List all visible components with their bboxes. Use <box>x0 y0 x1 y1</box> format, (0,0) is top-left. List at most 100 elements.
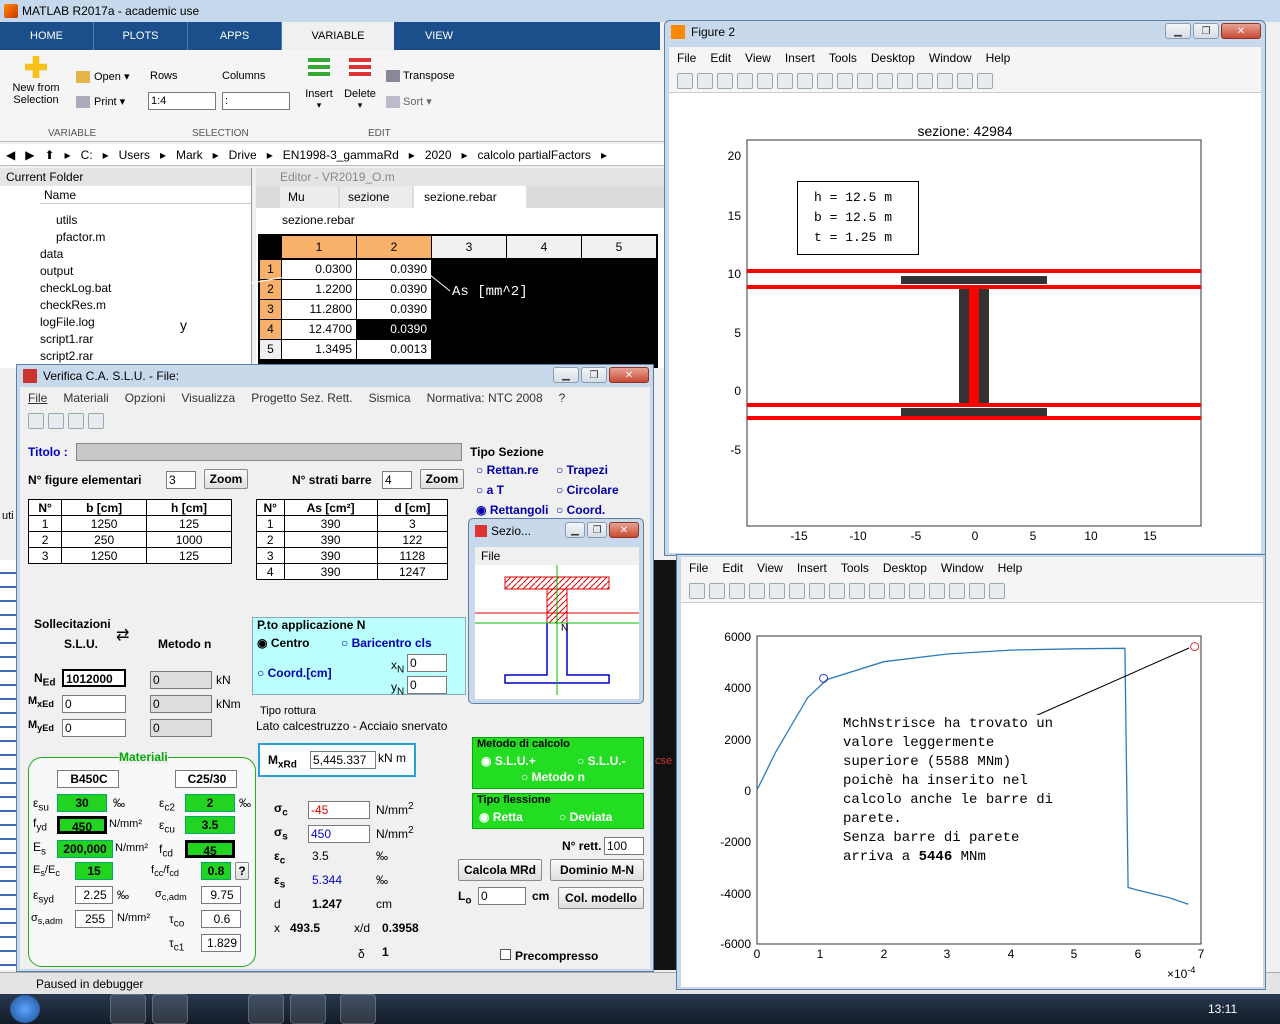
zoom-in-icon[interactable] <box>789 582 805 599</box>
file-checklog[interactable]: checkLog.bat <box>40 281 112 295</box>
tab-apps[interactable]: APPS <box>188 22 282 50</box>
save-icon[interactable] <box>729 582 745 599</box>
new-icon[interactable] <box>28 413 44 429</box>
link-icon[interactable] <box>909 582 925 599</box>
fcd-input[interactable]: 45 <box>185 840 235 858</box>
grid-cell[interactable]: 0.0300 <box>282 260 356 279</box>
calcola-mrd-button[interactable]: Calcola MRd <box>458 859 542 881</box>
path-drive[interactable]: Drive <box>228 147 257 162</box>
file-script1[interactable]: script1.rar <box>40 332 94 346</box>
menu-progetto[interactable]: Progetto Sez. Rett. <box>251 391 353 405</box>
eses-input[interactable]: 15 <box>75 862 113 880</box>
menu-file[interactable]: File <box>28 391 48 405</box>
up-folder-icon[interactable]: ⬆ <box>44 147 55 162</box>
bars-table[interactable]: N° As [cm²] d [cm] 1 390 3 2 390 122 3 390 1128 … <box>256 499 449 580</box>
data-cursor-icon[interactable] <box>869 582 885 599</box>
rotate-icon[interactable] <box>837 72 853 89</box>
brush-icon[interactable] <box>889 582 905 599</box>
forward-icon[interactable]: ▶ <box>25 147 35 162</box>
menu-help[interactable]: Help <box>997 561 1023 575</box>
xn-input[interactable]: 0 <box>407 654 447 672</box>
menu-insert[interactable]: Insert <box>796 561 827 575</box>
grid-cell[interactable]: 0.0390 <box>357 300 431 319</box>
brush-icon[interactable] <box>877 72 893 89</box>
insert-button[interactable]: Insert ▾ <box>302 58 336 111</box>
menu-file[interactable]: File <box>689 561 709 575</box>
radio-rettan[interactable]: ○ Rettan.re <box>476 463 539 477</box>
maximize-button[interactable]: ❐ <box>587 522 607 538</box>
radio-deviata[interactable]: ○ Deviata <box>559 810 613 824</box>
tab-variable[interactable]: VARIABLE <box>282 22 394 50</box>
col-modello-button[interactable]: Col. modello <box>558 887 644 909</box>
menu-view[interactable]: View <box>757 561 783 575</box>
sezio-menu-file[interactable]: File <box>475 547 639 565</box>
fyd-input[interactable]: 450 <box>57 816 107 834</box>
esu-input[interactable]: 30 <box>57 794 107 812</box>
path-2020[interactable]: 2020 <box>424 147 452 162</box>
grid-cell[interactable]: 0.0390 <box>357 280 431 299</box>
steel-class[interactable]: B450C <box>57 770 119 788</box>
file-script2[interactable]: script2.rar <box>40 349 94 363</box>
menu-visualizza[interactable]: Visualizza <box>181 391 236 405</box>
tab-home[interactable]: HOME <box>0 22 94 50</box>
grid-cell[interactable]: 0.0013 <box>357 340 431 359</box>
start-button[interactable] <box>10 995 40 1023</box>
menu-help[interactable]: Help <box>985 51 1011 65</box>
open-file-icon[interactable] <box>697 72 713 89</box>
dock-icon[interactable] <box>989 582 1005 599</box>
zoom-button-1[interactable]: Zoom <box>204 469 248 489</box>
editor-tab-mu[interactable]: Mu <box>280 186 338 208</box>
new-figure-icon[interactable] <box>677 72 693 89</box>
path-calcolo[interactable]: calcolo partialFactors <box>477 147 591 162</box>
taskbar-matlab[interactable] <box>290 994 326 1024</box>
grid-col-2[interactable]: 2 <box>357 236 431 258</box>
data-cursor-icon[interactable] <box>857 72 873 89</box>
folder-data[interactable]: data <box>40 247 64 261</box>
file-logfile[interactable]: logFile.log <box>40 315 95 329</box>
pointer-icon[interactable] <box>757 72 773 89</box>
taskbar-window[interactable] <box>340 994 376 1024</box>
maximize-button[interactable]: ❐ <box>1193 23 1219 39</box>
taskbar-notes[interactable] <box>248 994 284 1024</box>
hide-tools-icon[interactable] <box>957 72 973 89</box>
link-icon[interactable] <box>897 72 913 89</box>
grid-col-3[interactable]: 3 <box>432 236 506 258</box>
radio-metodo-n[interactable]: ○ Metodo n <box>521 770 585 784</box>
n-metodo-input[interactable]: 0 <box>150 671 212 689</box>
menu-desktop[interactable]: Desktop <box>882 561 927 575</box>
radio-centro[interactable]: ◉ Centro <box>257 636 310 650</box>
mxed-input[interactable]: 0 <box>62 695 126 713</box>
ned-input[interactable]: 1012000 <box>62 669 126 687</box>
swap-arrows-button[interactable]: ⇄ <box>116 627 130 644</box>
pan-icon[interactable] <box>817 72 833 89</box>
editor-tab-sezione[interactable]: sezione <box>340 186 412 208</box>
help-button[interactable]: ? <box>235 862 249 880</box>
dominio-mn-button[interactable]: Dominio M-N <box>550 859 644 881</box>
grid-col-4[interactable]: 4 <box>507 236 581 258</box>
grid-cell[interactable]: 1.3495 <box>282 340 356 359</box>
folder-output[interactable]: output <box>40 264 74 278</box>
menu-help[interactable]: ? <box>558 391 566 405</box>
close-button[interactable]: ✕ <box>609 522 639 538</box>
zoom-in-icon[interactable] <box>777 72 793 89</box>
grid-col-1[interactable]: 1 <box>282 236 356 258</box>
file-checkres[interactable]: checkRes.m <box>40 298 107 312</box>
radio-coord-cm[interactable]: ○ Coord.[cm] <box>257 666 332 680</box>
colorbar-icon[interactable] <box>929 582 945 599</box>
grid-cell[interactable]: 12.4700 <box>282 320 356 339</box>
tab-view[interactable]: VIEW <box>424 30 454 42</box>
minimize-button[interactable]: ▁ <box>553 367 579 383</box>
menu-materiali[interactable]: Materiali <box>63 391 109 405</box>
zoom-button-2[interactable]: Zoom <box>420 469 464 489</box>
editor-tab-rebar[interactable]: sezione.rebar <box>414 186 526 208</box>
legend-icon[interactable] <box>949 582 965 599</box>
menu-tools[interactable]: Tools <box>840 561 869 575</box>
print-icon[interactable] <box>88 413 104 429</box>
menu-file[interactable]: File <box>677 51 697 65</box>
es-input[interactable]: 200,000 <box>57 840 113 858</box>
radio-retta[interactable]: ◉ Retta <box>479 810 523 824</box>
hide-tools-icon[interactable] <box>969 582 985 599</box>
sort-button[interactable]: Sort ▾ <box>386 95 432 109</box>
name-column-header[interactable]: Name <box>40 186 251 204</box>
menu-window[interactable]: Window <box>928 51 972 65</box>
